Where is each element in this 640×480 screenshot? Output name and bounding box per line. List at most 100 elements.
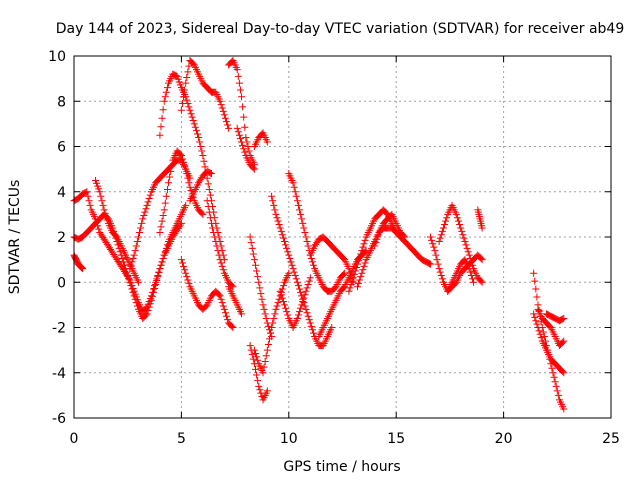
data-point — [470, 278, 478, 286]
plot-frame — [73, 55, 612, 419]
data-point — [262, 352, 270, 360]
data-point — [127, 282, 135, 290]
data-point — [530, 269, 538, 277]
data-point — [144, 307, 152, 315]
data-point — [297, 304, 305, 312]
data-point — [462, 241, 470, 249]
data-point — [460, 234, 468, 242]
data-point — [300, 294, 308, 302]
data-point — [533, 293, 541, 301]
data-point — [185, 279, 193, 287]
data-point — [427, 260, 435, 268]
data-point — [151, 284, 159, 292]
data-point — [182, 201, 190, 209]
x-tick-label: 15 — [387, 431, 405, 447]
grid — [74, 56, 611, 418]
data-point — [457, 224, 465, 232]
data-point — [98, 197, 106, 205]
data-point — [549, 369, 557, 377]
data-point — [154, 273, 162, 281]
data-point — [466, 254, 474, 262]
data-point — [361, 259, 369, 267]
data-point — [301, 228, 309, 236]
data-point — [221, 309, 229, 317]
data-point — [219, 302, 227, 310]
data-point — [229, 324, 237, 331]
data-point — [263, 138, 271, 146]
series-track-16 — [246, 233, 276, 341]
data-point — [304, 281, 312, 289]
y-tick-label: -2 — [52, 321, 66, 337]
data-point — [127, 261, 135, 269]
data-point — [442, 217, 450, 225]
data-point — [281, 301, 289, 309]
data-point — [185, 179, 193, 187]
data-point — [289, 179, 297, 187]
data-point — [160, 206, 168, 214]
data-point — [355, 279, 363, 287]
data-point — [292, 275, 300, 283]
data-point — [238, 138, 246, 146]
data-point — [217, 259, 225, 267]
data-point — [133, 238, 141, 246]
series-track-21 — [276, 274, 314, 331]
data-point — [215, 291, 223, 299]
data-point — [268, 324, 276, 331]
data-point — [182, 79, 190, 87]
data-point — [341, 269, 349, 277]
data-point — [349, 274, 357, 282]
data-point — [456, 221, 464, 229]
data-point — [242, 133, 250, 141]
series-track-17 — [246, 342, 271, 404]
series-track-19 — [268, 192, 336, 350]
data-point — [253, 353, 261, 361]
data-point — [284, 311, 292, 319]
data-point — [183, 96, 191, 104]
data-point — [162, 88, 170, 96]
data-point — [253, 267, 261, 275]
data-point — [86, 201, 94, 209]
data-point — [234, 72, 242, 80]
data-point — [352, 264, 360, 272]
data-point — [259, 301, 267, 309]
data-point — [560, 314, 568, 322]
data-point — [303, 284, 311, 292]
data-point — [464, 248, 472, 256]
data-point — [78, 264, 86, 272]
data-point — [359, 243, 367, 251]
data-point — [432, 251, 440, 259]
data-point — [357, 250, 365, 258]
data-point — [274, 299, 282, 307]
data-point — [252, 350, 260, 358]
y-tick-label: -6 — [52, 411, 66, 427]
data-point — [131, 295, 139, 303]
data-point — [207, 219, 215, 227]
data-point — [145, 195, 153, 203]
data-point — [96, 188, 104, 196]
data-point — [263, 346, 271, 354]
data-point — [279, 297, 287, 305]
data-point — [126, 278, 134, 286]
data-point — [157, 223, 165, 231]
data-point — [183, 73, 191, 81]
data-point — [184, 276, 192, 284]
data-point — [236, 135, 244, 143]
data-point — [540, 333, 548, 341]
y-tick-label: 2 — [57, 230, 66, 246]
data-point — [134, 278, 142, 286]
series-track-9 — [177, 256, 237, 331]
data-point — [454, 217, 462, 225]
data-point — [206, 191, 214, 199]
data-point — [537, 334, 545, 342]
series-track-8 — [177, 57, 233, 132]
data-point — [182, 269, 190, 277]
data-point — [252, 365, 260, 373]
data-point — [277, 227, 285, 235]
data-point — [100, 206, 108, 214]
data-point — [131, 247, 139, 255]
data-point — [291, 271, 299, 279]
data-point — [560, 405, 568, 413]
data-point — [102, 213, 110, 221]
data-point — [97, 192, 105, 200]
data-point — [264, 322, 272, 330]
